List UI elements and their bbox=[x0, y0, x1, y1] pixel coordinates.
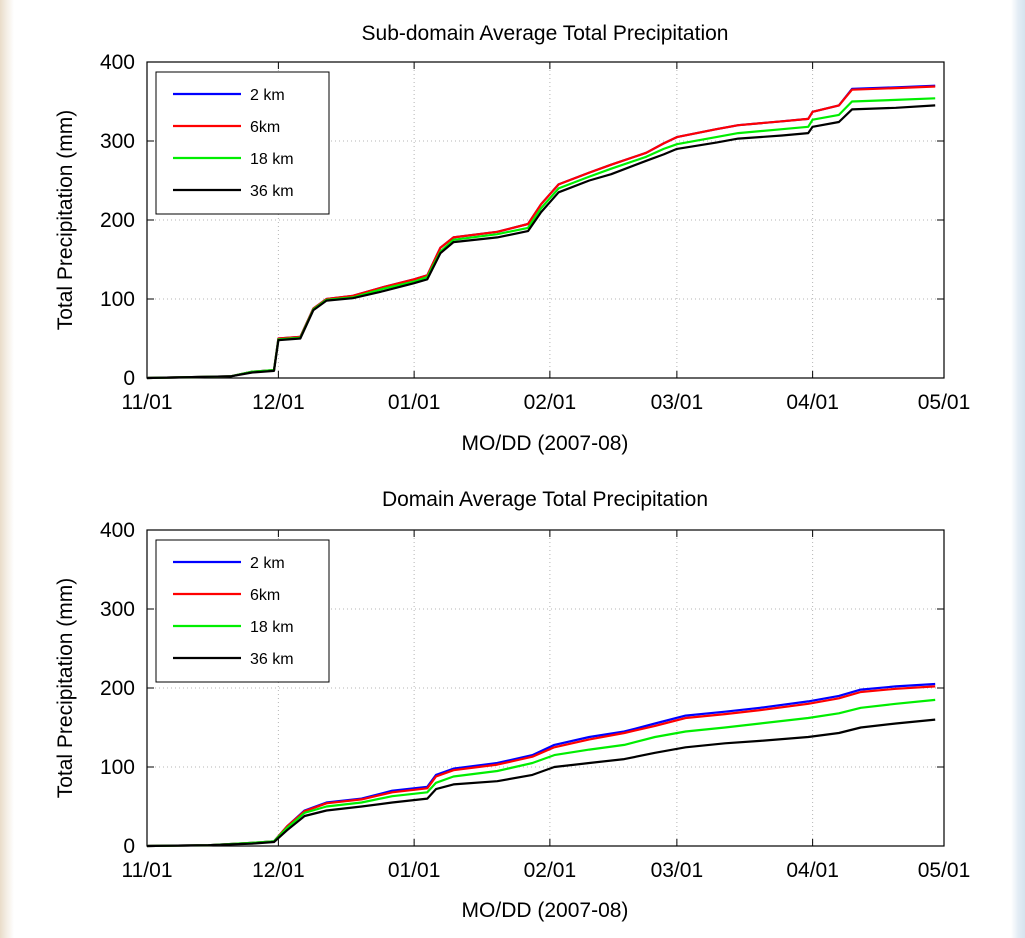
y-tick-label: 400 bbox=[100, 51, 135, 74]
legend: 2 km 6km 18 km 36 km bbox=[155, 71, 330, 215]
y-tick-label: 300 bbox=[100, 130, 135, 153]
x-tick-label: 03/01 bbox=[651, 391, 704, 414]
x-tick-label: 01/01 bbox=[388, 391, 441, 414]
x-tick-label: 04/01 bbox=[786, 859, 839, 882]
y-tick-label: 300 bbox=[100, 598, 135, 621]
series-line bbox=[146, 104, 936, 380]
y-tick-label: 0 bbox=[123, 835, 135, 858]
x-tick-label: 11/01 bbox=[122, 391, 173, 414]
x-axis-label: MO/DD (2007-08) bbox=[462, 432, 629, 455]
y-tick-label: 0 bbox=[123, 367, 135, 390]
x-tick-label: 05/01 bbox=[918, 391, 971, 414]
legend-label: 2 km bbox=[250, 87, 285, 104]
legend-label: 36 km bbox=[250, 183, 294, 200]
x-tick-label: 04/01 bbox=[786, 391, 839, 414]
x-tick-label: 11/01 bbox=[122, 859, 173, 882]
y-tick-label: 200 bbox=[100, 209, 135, 232]
x-tick-label: 03/01 bbox=[651, 859, 704, 882]
x-tick-label: 05/01 bbox=[918, 859, 971, 882]
x-tick-label: 12/01 bbox=[252, 859, 305, 882]
legend-label: 6km bbox=[250, 119, 280, 136]
legend-label: 2 km bbox=[250, 555, 285, 572]
x-tick-label: 01/01 bbox=[388, 859, 441, 882]
chart-title: Domain Average Total Precipitation bbox=[382, 488, 708, 511]
chart-sub-domain: Sub-domain Average Total Precipitation M… bbox=[54, 22, 970, 455]
series-line bbox=[146, 685, 936, 848]
chart-title: Sub-domain Average Total Precipitation bbox=[362, 22, 729, 45]
y-axis-label: Total Precipitation (mm) bbox=[54, 578, 77, 799]
chart-domain: Domain Average Total Precipitation MO/DD… bbox=[54, 488, 970, 922]
y-tick-label: 400 bbox=[100, 519, 135, 542]
x-axis-label: MO/DD (2007-08) bbox=[462, 899, 629, 922]
legend-label: 18 km bbox=[250, 619, 294, 636]
x-tick-label: 12/01 bbox=[252, 391, 305, 414]
y-tick-label: 100 bbox=[100, 756, 135, 779]
x-tick-label: 02/01 bbox=[524, 859, 577, 882]
y-axis-label: Total Precipitation (mm) bbox=[54, 110, 77, 331]
legend: 2 km 6km 18 km 36 km bbox=[155, 539, 330, 683]
legend-label: 18 km bbox=[250, 151, 294, 168]
legend-label: 36 km bbox=[250, 651, 294, 668]
series-line bbox=[146, 698, 936, 848]
series-line bbox=[146, 718, 936, 848]
y-tick-label: 100 bbox=[100, 288, 135, 311]
legend-label: 6km bbox=[250, 587, 280, 604]
x-tick-label: 02/01 bbox=[524, 391, 577, 414]
y-tick-label: 200 bbox=[100, 677, 135, 700]
